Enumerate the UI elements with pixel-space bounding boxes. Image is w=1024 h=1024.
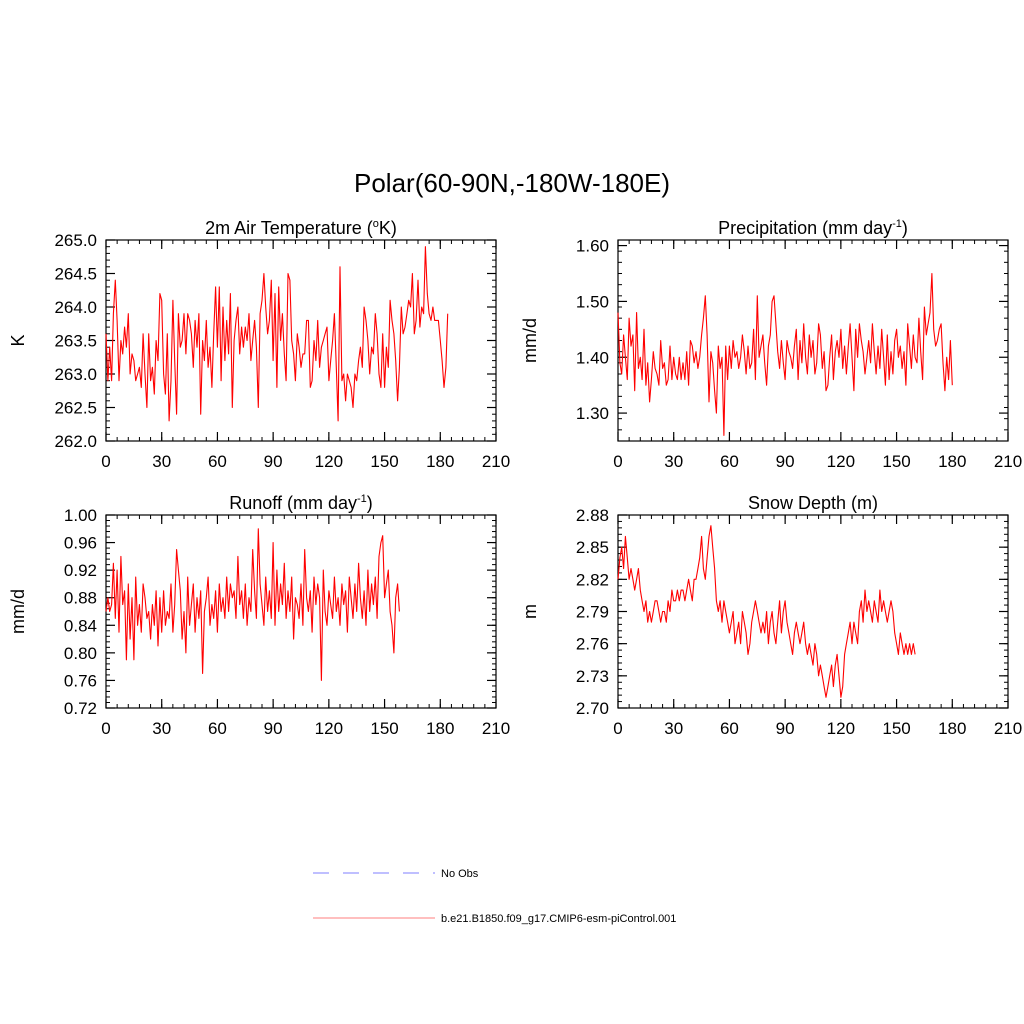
panel-title: Runoff (mm day-1): [229, 493, 373, 513]
chart-panel-1: 0 30 60 90 120 150 180 210 262.0 262.5 263.0 263.5 2…: [8, 218, 510, 471]
y-tick-label: 0.72: [64, 699, 97, 718]
y-tick-label: 2.79: [576, 603, 609, 622]
x-tick-label: 210: [482, 719, 510, 738]
x-tick-label: 210: [994, 719, 1022, 738]
plot-frame: [617, 514, 1009, 709]
x-tick-label: 150: [882, 452, 910, 471]
panel-title: 2m Air Temperature (oK): [205, 218, 397, 238]
x-tick-label: 180: [938, 719, 966, 738]
x-tick-label: 90: [264, 719, 283, 738]
x-tick-label: 90: [776, 452, 795, 471]
y-tick-label: 0.96: [64, 534, 97, 553]
series-line-1: [105, 528, 400, 681]
series-line-1: [617, 272, 953, 436]
y-tick-label: 265.0: [54, 231, 97, 250]
y-tick-label: 0.76: [64, 671, 97, 690]
x-tick-label: 30: [152, 719, 171, 738]
x-tick-label: 60: [208, 719, 227, 738]
x-tick-label: 90: [264, 452, 283, 471]
y-tick-label: 1.00: [64, 506, 97, 525]
y-tick-label: 0.84: [64, 616, 97, 635]
x-tick-label: 120: [827, 452, 855, 471]
panel-title: Snow Depth (m): [748, 493, 878, 513]
x-tick-label: 180: [426, 719, 454, 738]
y-axis-label: K: [8, 334, 28, 346]
series-line-1: [105, 246, 449, 422]
x-tick-label: 30: [664, 719, 683, 738]
y-tick-label: 1.30: [576, 404, 609, 423]
panels-group: 0 30 60 90 120 150 180 210 262.0 262.5 263.0 263.5 2…: [8, 218, 1022, 738]
y-tick-label: 0.88: [64, 589, 97, 608]
x-tick-label: 210: [994, 452, 1022, 471]
x-tick-label: 210: [482, 452, 510, 471]
x-tick-label: 120: [315, 719, 343, 738]
y-tick-label: 2.85: [576, 538, 609, 557]
x-tick-label: 120: [315, 452, 343, 471]
y-tick-label: 2.76: [576, 635, 609, 654]
y-tick-label: 1.50: [576, 292, 609, 311]
legend-label-model: b.e21.B1850.f09_g17.CMIP6-esm-piControl.…: [441, 913, 676, 925]
x-tick-label: 180: [938, 452, 966, 471]
x-tick-label: 150: [370, 719, 398, 738]
x-tick-label: 60: [720, 452, 739, 471]
chart-panel-2: 0 30 60 90 120 150 180 210 1.30 1.40 1.50 1.60 Preci…: [520, 218, 1022, 471]
y-tick-label: 0.92: [64, 561, 97, 580]
x-tick-label: 0: [613, 719, 622, 738]
y-tick-label: 2.73: [576, 667, 609, 686]
y-tick-label: 264.0: [54, 298, 97, 317]
y-tick-label: 1.40: [576, 348, 609, 367]
x-tick-label: 0: [613, 452, 622, 471]
panel-title: Precipitation (mm day-1): [718, 218, 908, 238]
y-tick-label: 2.82: [576, 570, 609, 589]
y-axis-label: m: [520, 604, 540, 619]
x-tick-label: 30: [664, 452, 683, 471]
x-tick-label: 180: [426, 452, 454, 471]
x-tick-label: 150: [882, 719, 910, 738]
y-tick-label: 264.5: [54, 265, 97, 284]
y-tick-label: 262.0: [54, 432, 97, 451]
chart-panel-3: 0 30 60 90 120 150 180 210 0.72 0.76 0.80 0.84 0.88 0…: [8, 493, 510, 738]
y-axis-label: mm/d: [8, 589, 28, 634]
legend: No Obs b.e21.B1850.f09_g17.CMIP6-esm-piC…: [313, 868, 676, 925]
y-tick-label: 263.5: [54, 332, 97, 351]
y-tick-label: 262.5: [54, 399, 97, 418]
x-tick-label: 0: [101, 452, 110, 471]
y-axis-label: mm/d: [520, 318, 540, 363]
x-tick-label: 150: [370, 452, 398, 471]
figure-title: Polar(60-90N,-180W-180E): [354, 168, 670, 198]
x-tick-label: 30: [152, 452, 171, 471]
x-tick-label: 0: [101, 719, 110, 738]
chart-panel-4: 0 30 60 90 120 150 180 210 2.70 2.73 2.76 2.79 2.82 2…: [520, 493, 1022, 738]
legend-label-no-obs: No Obs: [441, 868, 479, 880]
series-line-1: [617, 525, 916, 698]
x-tick-label: 120: [827, 719, 855, 738]
x-tick-label: 60: [720, 719, 739, 738]
y-tick-label: 263.0: [54, 365, 97, 384]
plot-frame: [105, 239, 497, 442]
y-tick-label: 2.70: [576, 699, 609, 718]
x-tick-label: 60: [208, 452, 227, 471]
y-tick-label: 0.80: [64, 644, 97, 663]
x-tick-label: 90: [776, 719, 795, 738]
y-tick-label: 1.60: [576, 237, 609, 256]
y-tick-label: 2.88: [576, 506, 609, 525]
